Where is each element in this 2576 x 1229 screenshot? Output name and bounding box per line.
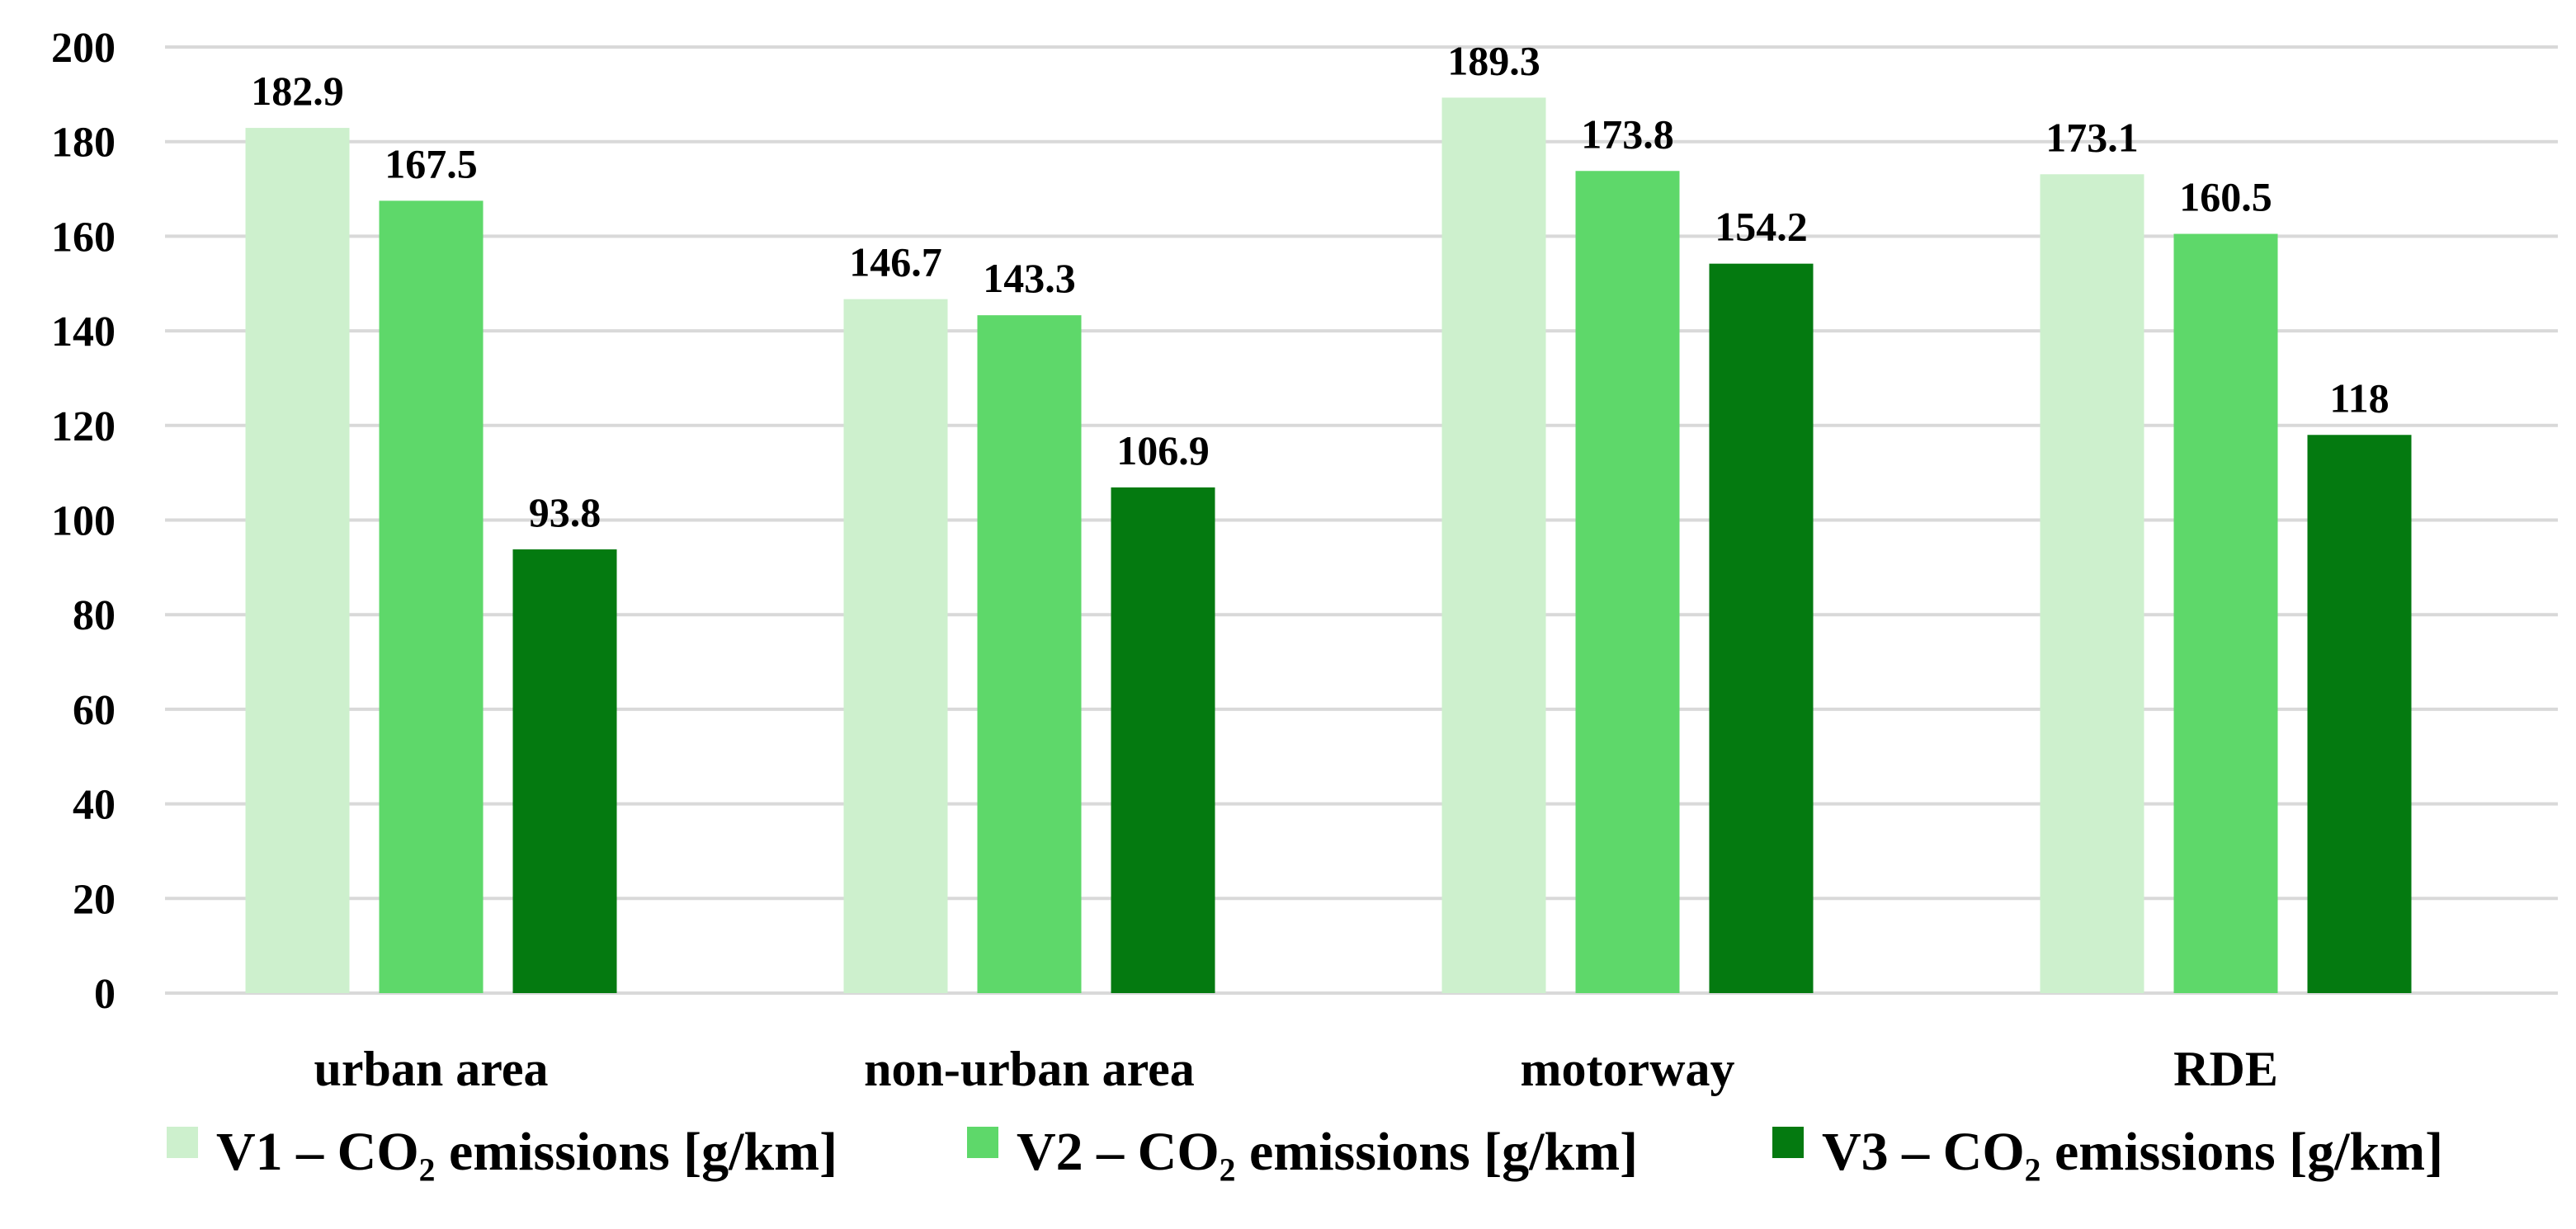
x-axis: urban area non-urban area motorway RDE xyxy=(314,1042,2278,1096)
data-label: 143.3 xyxy=(983,255,1076,301)
legend-label: V2 – CO₂ emissions [g/km] xyxy=(1017,1122,1638,1182)
y-tick-label: 120 xyxy=(51,403,116,450)
data-labels: 182.9 167.5 93.8 146.7 143.3 106.9 189.3 173.8 1… xyxy=(251,37,2389,535)
y-tick-label: 160 xyxy=(51,214,116,261)
bar-3-urban-area xyxy=(512,549,617,993)
bar-3-non-urban-area xyxy=(1111,487,1215,993)
legend-swatch xyxy=(167,1127,198,1158)
bar-1-urban-area xyxy=(245,128,350,994)
x-category-label: non-urban area xyxy=(864,1042,1195,1096)
bar-1-motorway xyxy=(1441,97,1546,993)
y-tick-label: 100 xyxy=(51,498,116,545)
data-label: 173.1 xyxy=(2045,114,2139,160)
legend-item-v2: V2 – CO₂ emissions [g/km] xyxy=(967,1122,1638,1182)
data-label: 118 xyxy=(2329,374,2389,421)
bars xyxy=(245,97,2412,994)
data-label: 173.8 xyxy=(1581,111,1674,157)
x-category-label: urban area xyxy=(314,1042,549,1096)
bar-2-urban-area xyxy=(379,200,484,993)
bar-2-motorway xyxy=(1575,171,1680,993)
y-tick-label: 40 xyxy=(73,782,116,829)
data-label: 146.7 xyxy=(849,239,942,285)
legend-swatch xyxy=(967,1127,998,1158)
legend-label: V1 – CO₂ emissions [g/km] xyxy=(216,1122,837,1182)
y-tick-label: 0 xyxy=(94,971,116,1018)
y-tick-label: 80 xyxy=(73,592,116,639)
y-tick-label: 180 xyxy=(51,120,116,167)
data-label: 106.9 xyxy=(1116,427,1210,473)
y-tick-label: 200 xyxy=(51,25,116,72)
legend-item-v3: V3 – CO₂ emissions [g/km] xyxy=(1772,1122,2443,1182)
legend-label: V3 – CO₂ emissions [g/km] xyxy=(1822,1122,2443,1182)
y-tick-label: 140 xyxy=(51,308,116,356)
bar-3-rde xyxy=(2307,435,2412,993)
bar-2-rde xyxy=(2173,233,2278,994)
y-axis: 0 20 40 60 80 100 120 140 160 180 200 xyxy=(51,25,116,1018)
x-category-label: motorway xyxy=(1521,1042,1735,1096)
data-label: 93.8 xyxy=(529,489,602,535)
data-label: 160.5 xyxy=(2179,174,2272,220)
data-label: 189.3 xyxy=(1447,37,1540,83)
legend-item-v1: V1 – CO₂ emissions [g/km] xyxy=(167,1122,837,1182)
x-category-label: RDE xyxy=(2173,1042,2278,1096)
bar-1-rde xyxy=(2040,174,2144,994)
y-tick-label: 20 xyxy=(73,876,116,923)
bar-1-non-urban-area xyxy=(843,299,948,993)
data-label: 167.5 xyxy=(385,140,478,186)
data-label: 182.9 xyxy=(251,68,344,114)
y-tick-label: 60 xyxy=(73,687,116,734)
data-label: 154.2 xyxy=(1715,204,1808,250)
legend: V1 – CO₂ emissions [g/km] V2 – CO₂ emissi… xyxy=(167,1122,2443,1182)
legend-swatch xyxy=(1772,1127,1804,1158)
bar-2-non-urban-area xyxy=(977,315,1082,993)
bar-3-motorway xyxy=(1709,263,1814,994)
